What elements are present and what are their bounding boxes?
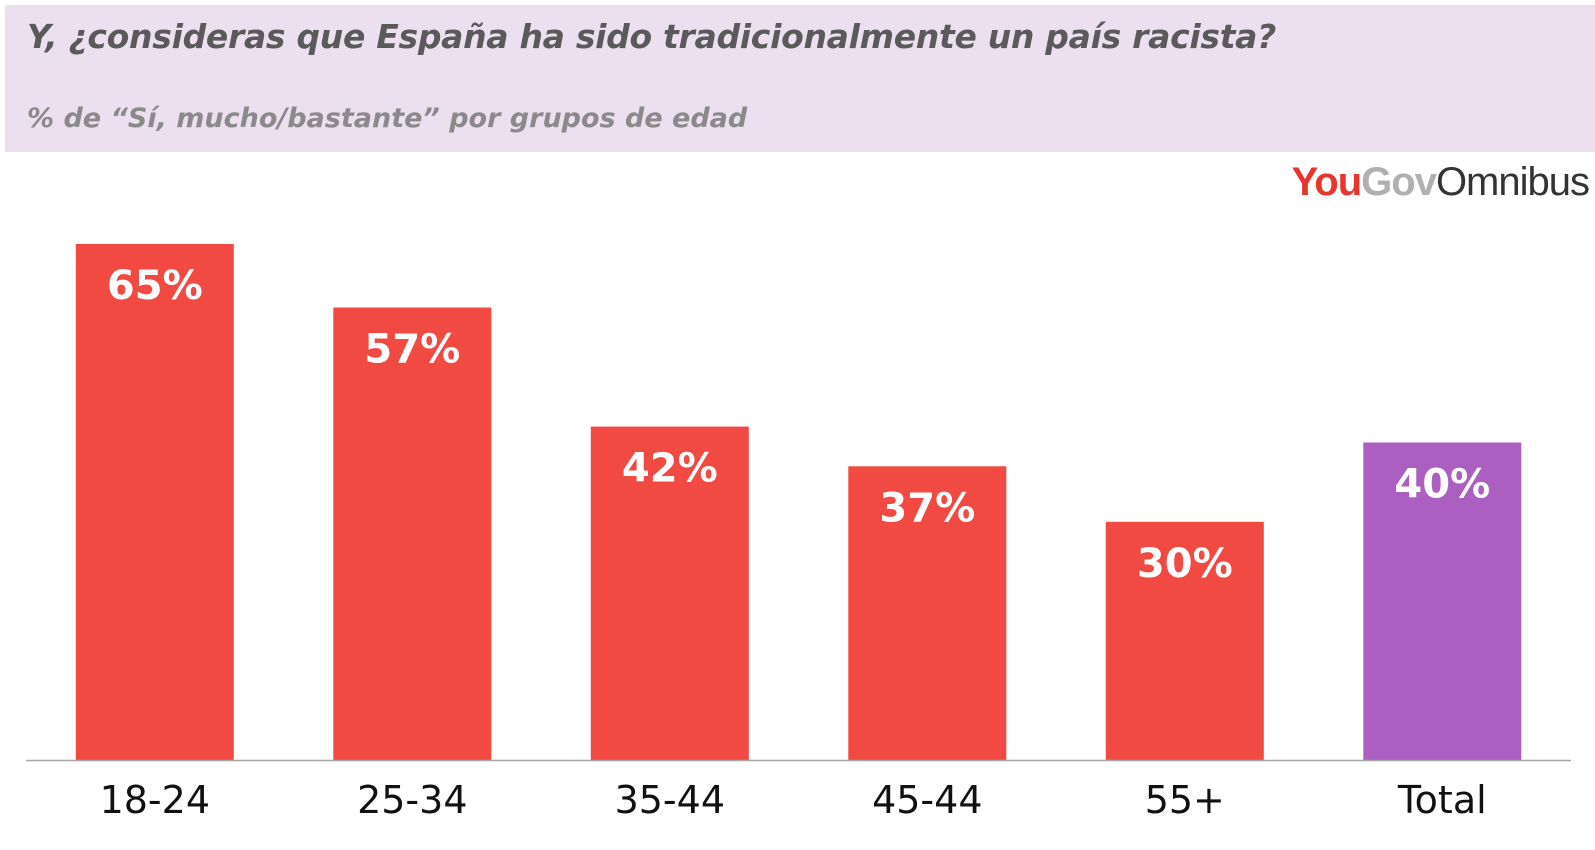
data-label-45-44: 37% bbox=[879, 485, 975, 531]
bar-35-44 bbox=[590, 426, 749, 760]
x-tick-label-18-24: 18-24 bbox=[100, 778, 210, 822]
data-label-Total: 40% bbox=[1394, 462, 1490, 508]
data-label-25-34: 57% bbox=[364, 327, 460, 373]
bar-55+ bbox=[1105, 521, 1264, 760]
logo-part-gov: Gov bbox=[1361, 160, 1437, 204]
x-tick-label-55+: 55+ bbox=[1145, 778, 1225, 822]
bar-Total bbox=[1363, 442, 1522, 760]
header-banner: Y, ¿consideras que España ha sido tradic… bbox=[5, 5, 1595, 152]
x-tick-label-35-44: 35-44 bbox=[615, 778, 725, 822]
data-label-35-44: 42% bbox=[622, 446, 718, 492]
logo-part-omnibus: Omnibus bbox=[1435, 160, 1590, 204]
chart-subtitle: % de “Sí, mucho/bastante” por grupos de … bbox=[27, 103, 748, 134]
bar-25-34 bbox=[333, 307, 492, 760]
x-tick-label-Total: Total bbox=[1397, 778, 1487, 822]
bar-45-44 bbox=[848, 466, 1007, 760]
x-tick-label-45-44: 45-44 bbox=[872, 778, 982, 822]
chart-title: Y, ¿consideras que España ha sido tradic… bbox=[27, 17, 1276, 56]
x-tick-label-25-34: 25-34 bbox=[357, 778, 467, 822]
data-label-55+: 30% bbox=[1137, 541, 1233, 587]
bar-18-24 bbox=[75, 244, 234, 760]
yougov-omnibus-logo: YouGovOmnibus bbox=[1291, 160, 1590, 205]
data-label-18-24: 65% bbox=[107, 263, 203, 309]
logo-part-you: You bbox=[1291, 160, 1363, 204]
